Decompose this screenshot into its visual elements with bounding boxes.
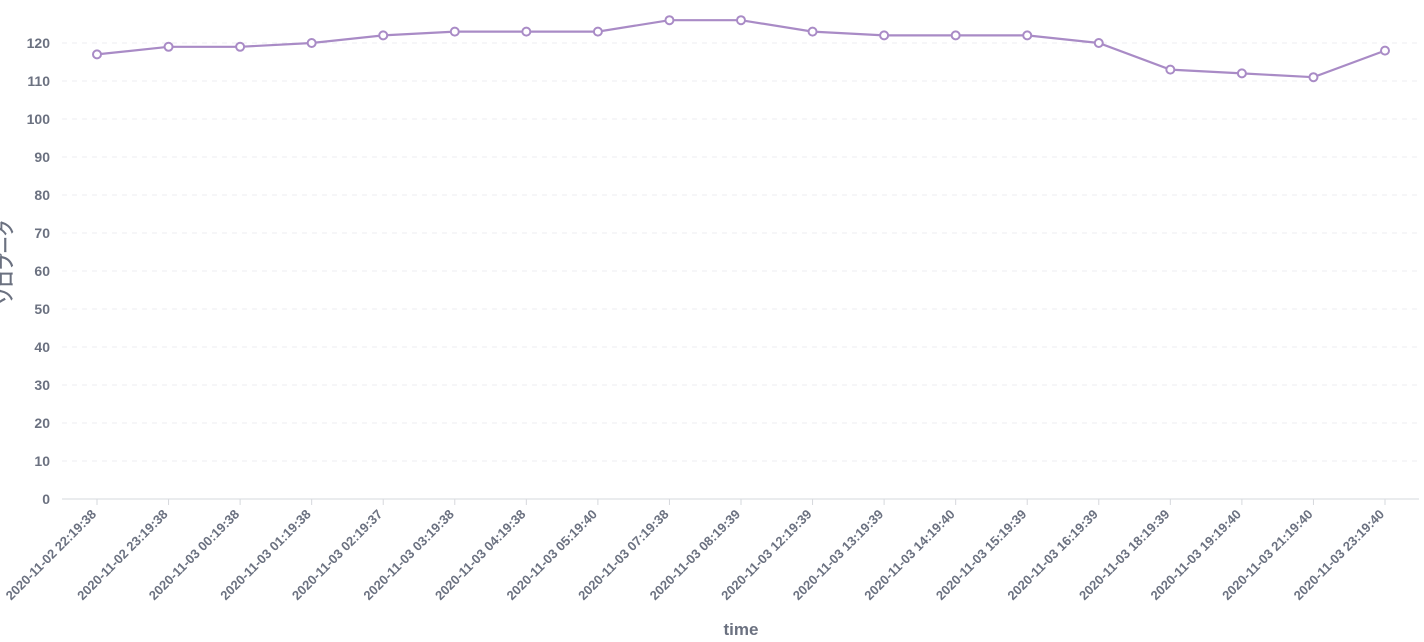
data-point[interactable] — [1022, 30, 1033, 41]
series-line — [96, 19, 1386, 79]
y-axis-title: ソロプーク — [0, 220, 16, 305]
gridlines — [62, 42, 1419, 462]
data-point[interactable] — [521, 26, 532, 37]
data-point[interactable] — [306, 38, 317, 48]
y-tick-label: 70 — [34, 225, 50, 241]
data-point[interactable] — [449, 26, 460, 37]
y-tick-label: 20 — [34, 415, 50, 431]
data-point[interactable] — [1380, 45, 1390, 56]
data-point[interactable] — [1093, 38, 1104, 48]
y-tick-label: 50 — [34, 301, 50, 317]
y-tick-label: 100 — [27, 111, 51, 127]
data-point[interactable] — [592, 26, 603, 37]
data-point[interactable] — [235, 41, 246, 52]
y-tick-label: 90 — [34, 149, 50, 165]
y-axis-ticks: 0 10 20 30 40 50 60 70 80 90 100 110 120 — [27, 35, 51, 507]
x-axis-title: time — [724, 620, 759, 639]
data-point[interactable] — [736, 15, 746, 26]
y-tick-label: 60 — [34, 263, 50, 279]
data-point[interactable] — [879, 30, 890, 41]
data-point[interactable] — [1165, 64, 1176, 75]
data-point[interactable] — [1236, 68, 1247, 79]
data-point[interactable] — [92, 49, 102, 60]
data-point[interactable] — [664, 15, 675, 26]
data-point[interactable] — [163, 41, 174, 52]
y-tick-label: 110 — [27, 73, 50, 89]
y-tick-label: 40 — [34, 339, 50, 355]
y-tick-label: 80 — [34, 187, 50, 203]
y-tick-label: 0 — [42, 491, 50, 507]
y-tick-label: 30 — [34, 377, 50, 393]
data-point[interactable] — [1308, 72, 1319, 83]
data-point[interactable] — [807, 26, 818, 37]
data-point[interactable] — [378, 30, 389, 41]
series-layer — [92, 15, 1390, 83]
y-tick-label: 120 — [27, 35, 51, 51]
y-tick-label: 10 — [34, 453, 50, 469]
data-point[interactable] — [950, 30, 961, 41]
